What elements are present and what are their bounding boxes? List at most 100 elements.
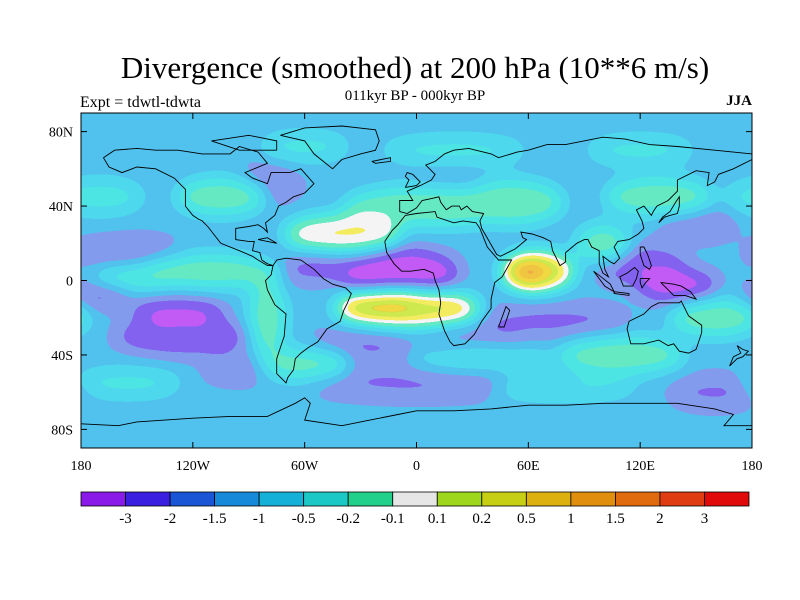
- plot-subtitle: 011kyr BP - 000kyr BP: [344, 88, 486, 104]
- lon-tick-label: 60E: [517, 459, 540, 474]
- season-label: JJA: [726, 93, 752, 109]
- anomaly-blob: [0, 271, 47, 301]
- colorbar-swatch: [392, 491, 438, 507]
- anomaly-blob: [602, 178, 715, 216]
- coastline-path: [619, 266, 639, 287]
- anomaly-blob: [304, 367, 529, 398]
- anomaly-blob: [258, 131, 352, 162]
- anomaly-blob: [740, 288, 752, 303]
- colorbar-swatch: [525, 491, 572, 507]
- colorbar-label: 2: [656, 511, 664, 527]
- coastline-path: [660, 281, 698, 300]
- anomaly-blob: [724, 179, 752, 214]
- lon-tick-label: 180: [742, 459, 763, 474]
- colorbar-label: -0.2: [336, 511, 360, 527]
- lon-tick-label: 0: [413, 459, 420, 474]
- coastline-path: [81, 397, 752, 427]
- anomaly-blob: [81, 306, 91, 329]
- colorbar-swatch: [258, 491, 305, 507]
- coastline-path: [658, 195, 680, 224]
- anomaly-blob: [453, 180, 566, 225]
- colorbar-swatch: [436, 491, 483, 507]
- colorbar: -3 -2 -1.5 -1 -0.5 -0.2 -0.1 0.1 0.2 0.5 1 1.5 2 3: [80, 491, 750, 527]
- anomaly-blob: [0, 135, 25, 165]
- anomaly-blob: [668, 299, 752, 337]
- anomaly-blob: [90, 265, 203, 288]
- colorbar-label: -0.5: [292, 511, 316, 527]
- experiment-label: Expt = tdwtl-tdwta: [80, 94, 202, 111]
- colorbar-swatch: [615, 491, 661, 507]
- anomaly-blob: [341, 293, 417, 313]
- colorbar-label: 0.2: [472, 511, 491, 527]
- colorbar-swatch: [80, 491, 126, 507]
- anomaly-blob: [81, 178, 147, 216]
- colorbar-label: -1.5: [203, 511, 227, 527]
- anomaly-blob: [556, 336, 687, 374]
- colorbar-swatch: [169, 491, 215, 507]
- colorbar-swatch: [125, 491, 171, 507]
- anomaly-blob: [407, 345, 557, 372]
- colorbar-label: -0.1: [381, 511, 405, 527]
- lat-tick-label: 80N: [49, 126, 73, 141]
- colorbar-label: -1: [253, 511, 266, 527]
- colorbar-swatch: [659, 491, 705, 507]
- lon-tick-label: 120W: [176, 459, 211, 474]
- lat-tick-label: 0: [66, 275, 73, 290]
- colorbar-swatch: [704, 491, 750, 507]
- anomaly-blob: [584, 135, 697, 166]
- anomaly-blob: [491, 377, 641, 400]
- anomaly-blob: [481, 304, 631, 339]
- anomaly-blob: [0, 247, 16, 284]
- latitude-axis: 80N 40N 0 40S 80S: [49, 126, 752, 438]
- coastline-path: [498, 305, 511, 328]
- coastline-path: [613, 291, 630, 296]
- longitude-axis: 180 120W 60W 0 60E 120E 180: [71, 113, 763, 474]
- anomaly-blob: [258, 349, 352, 380]
- anomaly-blob: [174, 178, 268, 216]
- coastline-path: [371, 157, 391, 164]
- coastline-path: [384, 211, 513, 347]
- anomaly-blob: [202, 358, 277, 382]
- coastline-path: [265, 257, 352, 384]
- colorbar-label: 0.1: [428, 511, 447, 527]
- coastline-path: [103, 146, 315, 267]
- coastlines: [81, 125, 752, 427]
- coastline-path: [280, 125, 380, 170]
- anomaly-blob: [81, 383, 91, 402]
- anomaly-blob: [112, 317, 255, 355]
- anomaly-blob: [761, 266, 800, 288]
- anomaly-blob: [336, 248, 460, 298]
- anomaly-blob: [784, 318, 800, 355]
- lon-tick-label: 180: [71, 459, 92, 474]
- coastline-path: [399, 136, 752, 279]
- colorbar-label: 3: [701, 511, 709, 527]
- lon-tick-label: 60W: [291, 459, 319, 474]
- anomaly-blob: [742, 374, 752, 392]
- anomaly-blob: [297, 250, 350, 281]
- coastline-path: [211, 134, 278, 151]
- anomaly-blob: [636, 271, 719, 301]
- anomaly-blob: [248, 280, 287, 355]
- colorbar-label: 1.5: [606, 511, 625, 527]
- colorbar-swatch: [347, 491, 394, 507]
- colorbar-swatch: [303, 491, 349, 507]
- colorbar-label: 0.5: [517, 511, 536, 527]
- plot-title: Divergence (smoothed) at 200 hPa (10**6 …: [120, 50, 710, 85]
- divergence-field: [0, 113, 800, 448]
- colorbar-label: -3: [119, 511, 132, 527]
- coastline-path: [639, 246, 652, 270]
- anomaly-blob: [668, 377, 752, 408]
- lat-tick-label: 80S: [51, 423, 73, 438]
- coastline-path: [258, 237, 277, 244]
- lat-tick-label: 40S: [51, 349, 73, 364]
- anomaly-blob: [282, 215, 402, 253]
- lon-tick-label: 120E: [625, 459, 655, 474]
- coastline-path: [639, 278, 651, 289]
- anomaly-blob: [655, 209, 738, 240]
- anomaly-blob: [81, 286, 130, 305]
- anomaly-blob: [0, 178, 44, 215]
- lat-tick-label: 40N: [49, 200, 73, 215]
- anomaly-blob: [742, 244, 752, 261]
- colorbar-swatch: [481, 491, 527, 507]
